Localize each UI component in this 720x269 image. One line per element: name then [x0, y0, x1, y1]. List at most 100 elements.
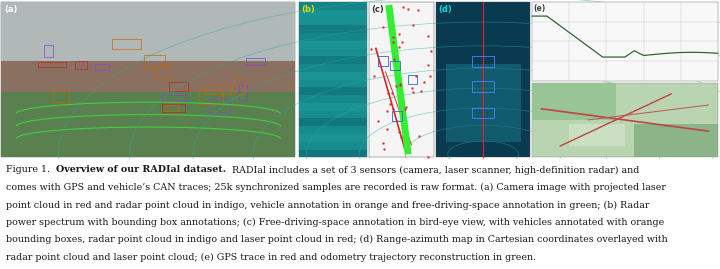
Bar [408, 75, 418, 84]
FancyBboxPatch shape [299, 118, 367, 126]
FancyBboxPatch shape [634, 124, 718, 157]
Point [397, 5, 409, 9]
FancyBboxPatch shape [299, 41, 367, 48]
FancyBboxPatch shape [299, 150, 367, 157]
Point [406, 86, 418, 90]
Bar [163, 105, 179, 111]
FancyBboxPatch shape [1, 92, 295, 157]
FancyBboxPatch shape [299, 64, 367, 72]
FancyBboxPatch shape [299, 87, 367, 95]
Point [393, 45, 405, 49]
FancyBboxPatch shape [299, 134, 367, 142]
Point [401, 105, 413, 109]
FancyBboxPatch shape [299, 142, 367, 150]
FancyBboxPatch shape [299, 95, 367, 103]
Bar [162, 104, 184, 112]
Point [410, 74, 422, 78]
FancyBboxPatch shape [532, 83, 616, 120]
FancyBboxPatch shape [299, 10, 367, 17]
Bar [145, 55, 165, 69]
Point [388, 107, 400, 112]
Point [395, 83, 406, 87]
Point [426, 49, 437, 53]
Point [415, 89, 427, 93]
Bar [156, 65, 170, 78]
Text: (d): (d) [438, 5, 452, 14]
Text: (e): (e) [534, 4, 546, 13]
Text: RADIal includes a set of 3 sensors (camera, laser scanner, high-definition radar: RADIal includes a set of 3 sensors (came… [226, 165, 639, 175]
Bar [378, 56, 388, 66]
FancyBboxPatch shape [299, 126, 367, 134]
Bar [239, 86, 247, 100]
Text: bounding boxes, radar point cloud in indigo and laser point cloud in red; (d) Ra: bounding boxes, radar point cloud in ind… [6, 235, 667, 245]
FancyBboxPatch shape [299, 56, 367, 64]
Point [396, 40, 408, 44]
FancyBboxPatch shape [532, 83, 718, 157]
Point [384, 102, 395, 106]
FancyBboxPatch shape [299, 103, 367, 111]
Point [418, 80, 429, 84]
Point [423, 34, 434, 38]
Point [372, 119, 384, 123]
Bar [205, 85, 231, 94]
Point [377, 24, 388, 29]
FancyBboxPatch shape [299, 2, 367, 157]
Point [393, 129, 405, 134]
FancyBboxPatch shape [299, 72, 367, 80]
Point [399, 107, 410, 111]
Bar [95, 65, 109, 70]
Bar [75, 61, 86, 69]
Point [423, 155, 434, 159]
Bar [112, 39, 140, 49]
Bar [472, 56, 495, 67]
Text: power spectrum with bounding box annotations; (c) Free-driving-space annotation : power spectrum with bounding box annotat… [6, 218, 664, 227]
Point [390, 84, 402, 88]
FancyBboxPatch shape [0, 159, 720, 269]
Point [382, 108, 393, 113]
FancyBboxPatch shape [1, 2, 295, 157]
Bar [246, 58, 265, 65]
Text: (b): (b) [301, 5, 315, 14]
Bar [38, 62, 66, 67]
Point [413, 134, 425, 138]
Point [407, 23, 418, 28]
Point [423, 63, 434, 67]
FancyBboxPatch shape [299, 48, 367, 56]
Text: (c): (c) [371, 5, 384, 14]
Bar [209, 99, 230, 112]
Point [387, 35, 399, 39]
FancyBboxPatch shape [1, 61, 295, 95]
FancyBboxPatch shape [369, 2, 434, 157]
FancyBboxPatch shape [436, 2, 530, 157]
Point [379, 147, 390, 151]
FancyBboxPatch shape [299, 80, 367, 87]
Text: Overview of our RADIal dataset.: Overview of our RADIal dataset. [55, 165, 226, 174]
Point [387, 40, 399, 44]
Text: (a): (a) [4, 5, 18, 14]
FancyBboxPatch shape [1, 2, 295, 64]
Point [388, 56, 400, 61]
FancyBboxPatch shape [446, 64, 521, 142]
Point [387, 91, 398, 95]
Point [413, 8, 424, 13]
Bar [472, 108, 495, 118]
Bar [199, 90, 223, 104]
Point [408, 90, 419, 94]
Text: point cloud in red and radar point cloud in indigo, vehicle annotation in orange: point cloud in red and radar point cloud… [6, 200, 649, 210]
FancyBboxPatch shape [299, 33, 367, 41]
Bar [392, 111, 402, 121]
Point [377, 141, 389, 145]
Point [381, 127, 392, 132]
Point [365, 47, 377, 51]
Bar [169, 82, 189, 91]
Point [382, 91, 394, 95]
Bar [390, 61, 400, 70]
Text: radar point cloud and laser point cloud; (e) GPS trace in red and odometry traje: radar point cloud and laser point cloud;… [6, 253, 536, 262]
Point [393, 31, 405, 36]
Point [395, 135, 407, 139]
FancyBboxPatch shape [299, 25, 367, 33]
FancyBboxPatch shape [299, 111, 367, 118]
Text: Figure 1.: Figure 1. [6, 165, 55, 174]
Text: comes with GPS and vehicle’s CAN traces; 25k synchronized samples are recorded i: comes with GPS and vehicle’s CAN traces;… [6, 183, 665, 192]
Bar [162, 95, 187, 101]
